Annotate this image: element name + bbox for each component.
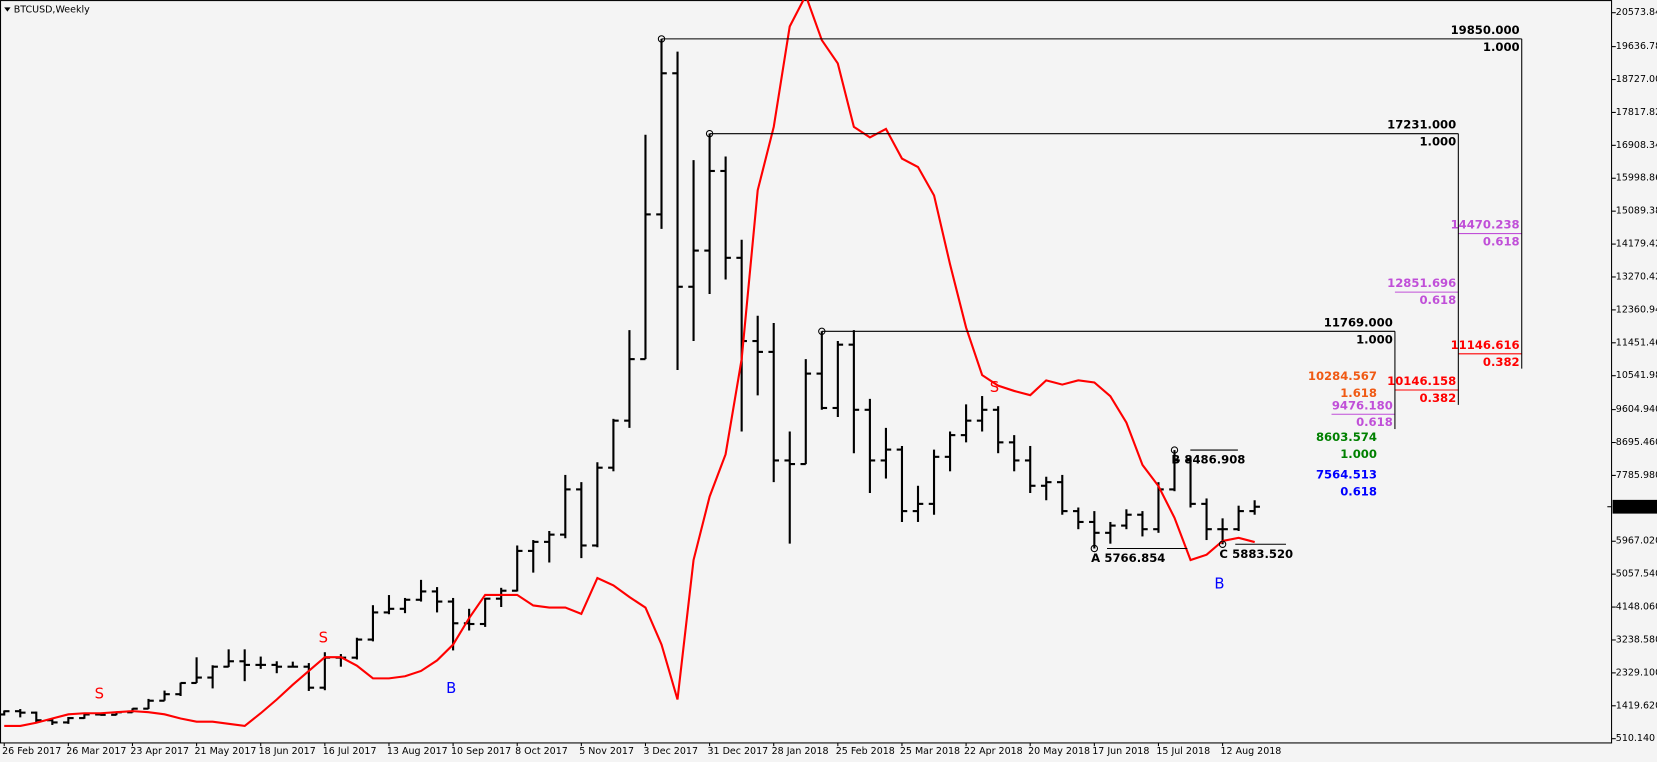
- level-ratio: 1.000: [1419, 135, 1456, 149]
- swing-marker: [705, 129, 714, 138]
- abc-label: B 8486.908: [1171, 452, 1245, 466]
- y-tick-label: 4148.060: [1616, 602, 1657, 613]
- level-price: 11769.000: [1324, 315, 1393, 329]
- level-ratio: 0.382: [1483, 355, 1520, 369]
- y-tick-label: 3238.580: [1616, 634, 1657, 645]
- level-price: 7564.513: [1316, 467, 1377, 481]
- y-tick-label: 10541.980: [1616, 370, 1657, 381]
- swing-marker: [1090, 544, 1099, 553]
- x-tick-label: 16 Jul 2017: [323, 746, 377, 757]
- signal-label: S: [95, 685, 104, 702]
- signal-label: S: [990, 379, 999, 396]
- level-ratio: 1.000: [1483, 40, 1520, 54]
- abc-letter: A: [1091, 551, 1100, 565]
- y-tick-label: 15089.380: [1616, 206, 1657, 217]
- abc-label: C 5883.520: [1219, 546, 1293, 560]
- signal-label: B: [1214, 575, 1224, 592]
- y-tick-label: 11451.460: [1616, 337, 1657, 348]
- level-ratio: 0.618: [1356, 415, 1393, 429]
- level-price: 14470.238: [1451, 218, 1520, 232]
- y-tick-label: 2329.100: [1616, 667, 1657, 678]
- y-tick-label: 9604.940: [1616, 404, 1657, 415]
- abc-price: 8486.908: [1184, 452, 1245, 466]
- signal-label: B: [446, 680, 456, 697]
- price-box: [1612, 499, 1657, 514]
- x-tick-label: 13 Aug 2017: [387, 746, 448, 757]
- plot-area: [0, 0, 1260, 728]
- level-price: 8603.574: [1316, 430, 1377, 444]
- swing-marker: [818, 327, 826, 336]
- level-price: 9476.180: [1332, 398, 1393, 412]
- x-tick-label: 22 Apr 2018: [964, 746, 1023, 757]
- level-price: 19850.000: [1451, 23, 1520, 37]
- abc-price: 5883.520: [1232, 546, 1293, 560]
- y-tick-label: 20573.840: [1616, 7, 1657, 18]
- x-tick-label: 25 Mar 2018: [900, 746, 960, 757]
- x-tick-label: 26 Mar 2017: [66, 746, 126, 757]
- y-tick-label: 15998.860: [1616, 173, 1657, 184]
- swing-marker: [1170, 446, 1179, 454]
- plot-frame: [0, 0, 1613, 744]
- level-ratio: 1.618: [1340, 386, 1377, 400]
- y-tick-label: 17817.820: [1616, 107, 1657, 118]
- signal-label: S: [319, 629, 328, 646]
- level-ratio: 0.382: [1419, 391, 1456, 405]
- abc-letter: C: [1219, 546, 1228, 560]
- x-tick-label: 15 Jul 2018: [1156, 746, 1210, 757]
- y-tick-label: 510.140: [1616, 733, 1655, 744]
- level-ratio: 0.618: [1483, 235, 1520, 249]
- x-tick-label: 26 Feb 2017: [2, 746, 61, 757]
- y-tick-label: 16908.340: [1616, 140, 1657, 151]
- x-tick-label: 21 May 2017: [194, 746, 256, 757]
- x-tick-label: 31 Dec 2017: [707, 746, 768, 757]
- swing-marker: [657, 35, 666, 43]
- x-tick-label: 10 Sep 2017: [451, 746, 511, 757]
- y-tick-label: 13270.420: [1616, 271, 1657, 282]
- y-tick-label: 18727.000: [1616, 74, 1657, 85]
- x-tick-label: 18 Jun 2017: [259, 746, 316, 757]
- title-arrow: [4, 7, 11, 12]
- x-tick-label: 3 Dec 2017: [643, 746, 698, 757]
- y-tick-label: 5967.020: [1616, 536, 1657, 547]
- y-tick-label: 12360.940: [1616, 304, 1657, 315]
- swing-marker: [1218, 540, 1227, 548]
- x-tick-label: 17 Jun 2018: [1092, 746, 1149, 757]
- x-tick-label: 25 Feb 2018: [836, 746, 895, 757]
- abc-price: 5766.854: [1104, 551, 1165, 565]
- level-price: 11146.616: [1451, 338, 1520, 352]
- x-tick-label: 8 Oct 2017: [515, 746, 568, 757]
- x-tick-label: 20 May 2018: [1028, 746, 1090, 757]
- y-tick-label: 7785.980: [1616, 470, 1657, 481]
- abc-letter: B: [1171, 452, 1180, 466]
- y-tick-label: 5057.540: [1616, 569, 1657, 580]
- level-ratio: 0.618: [1340, 484, 1377, 498]
- indicator-line: [4, 0, 1255, 728]
- level-ratio: 1.000: [1356, 332, 1393, 346]
- level-price: 10146.158: [1387, 374, 1456, 388]
- x-tick-label: 12 Aug 2018: [1220, 746, 1281, 757]
- level-price: 10284.567: [1308, 369, 1377, 383]
- level-ratio: 1.000: [1340, 447, 1377, 461]
- y-tick-label: 8695.460: [1616, 437, 1657, 448]
- y-tick-label: 19636.780: [1616, 41, 1657, 52]
- chart-title: BTCUSD,Weekly: [14, 5, 90, 16]
- x-tick-label: 5 Nov 2017: [579, 746, 634, 757]
- x-tick-label: 23 Apr 2017: [130, 746, 189, 757]
- level-price: 17231.000: [1387, 118, 1456, 132]
- level-ratio: 0.618: [1419, 293, 1456, 307]
- abc-label: A 5766.854: [1091, 551, 1165, 565]
- price-box-label: 6920.744: [1616, 502, 1657, 513]
- y-tick-label: 1419.620: [1616, 700, 1657, 711]
- level-price: 12851.696: [1387, 276, 1456, 290]
- y-tick-label: 14179.420: [1616, 239, 1657, 250]
- x-tick-label: 28 Jan 2018: [772, 746, 829, 757]
